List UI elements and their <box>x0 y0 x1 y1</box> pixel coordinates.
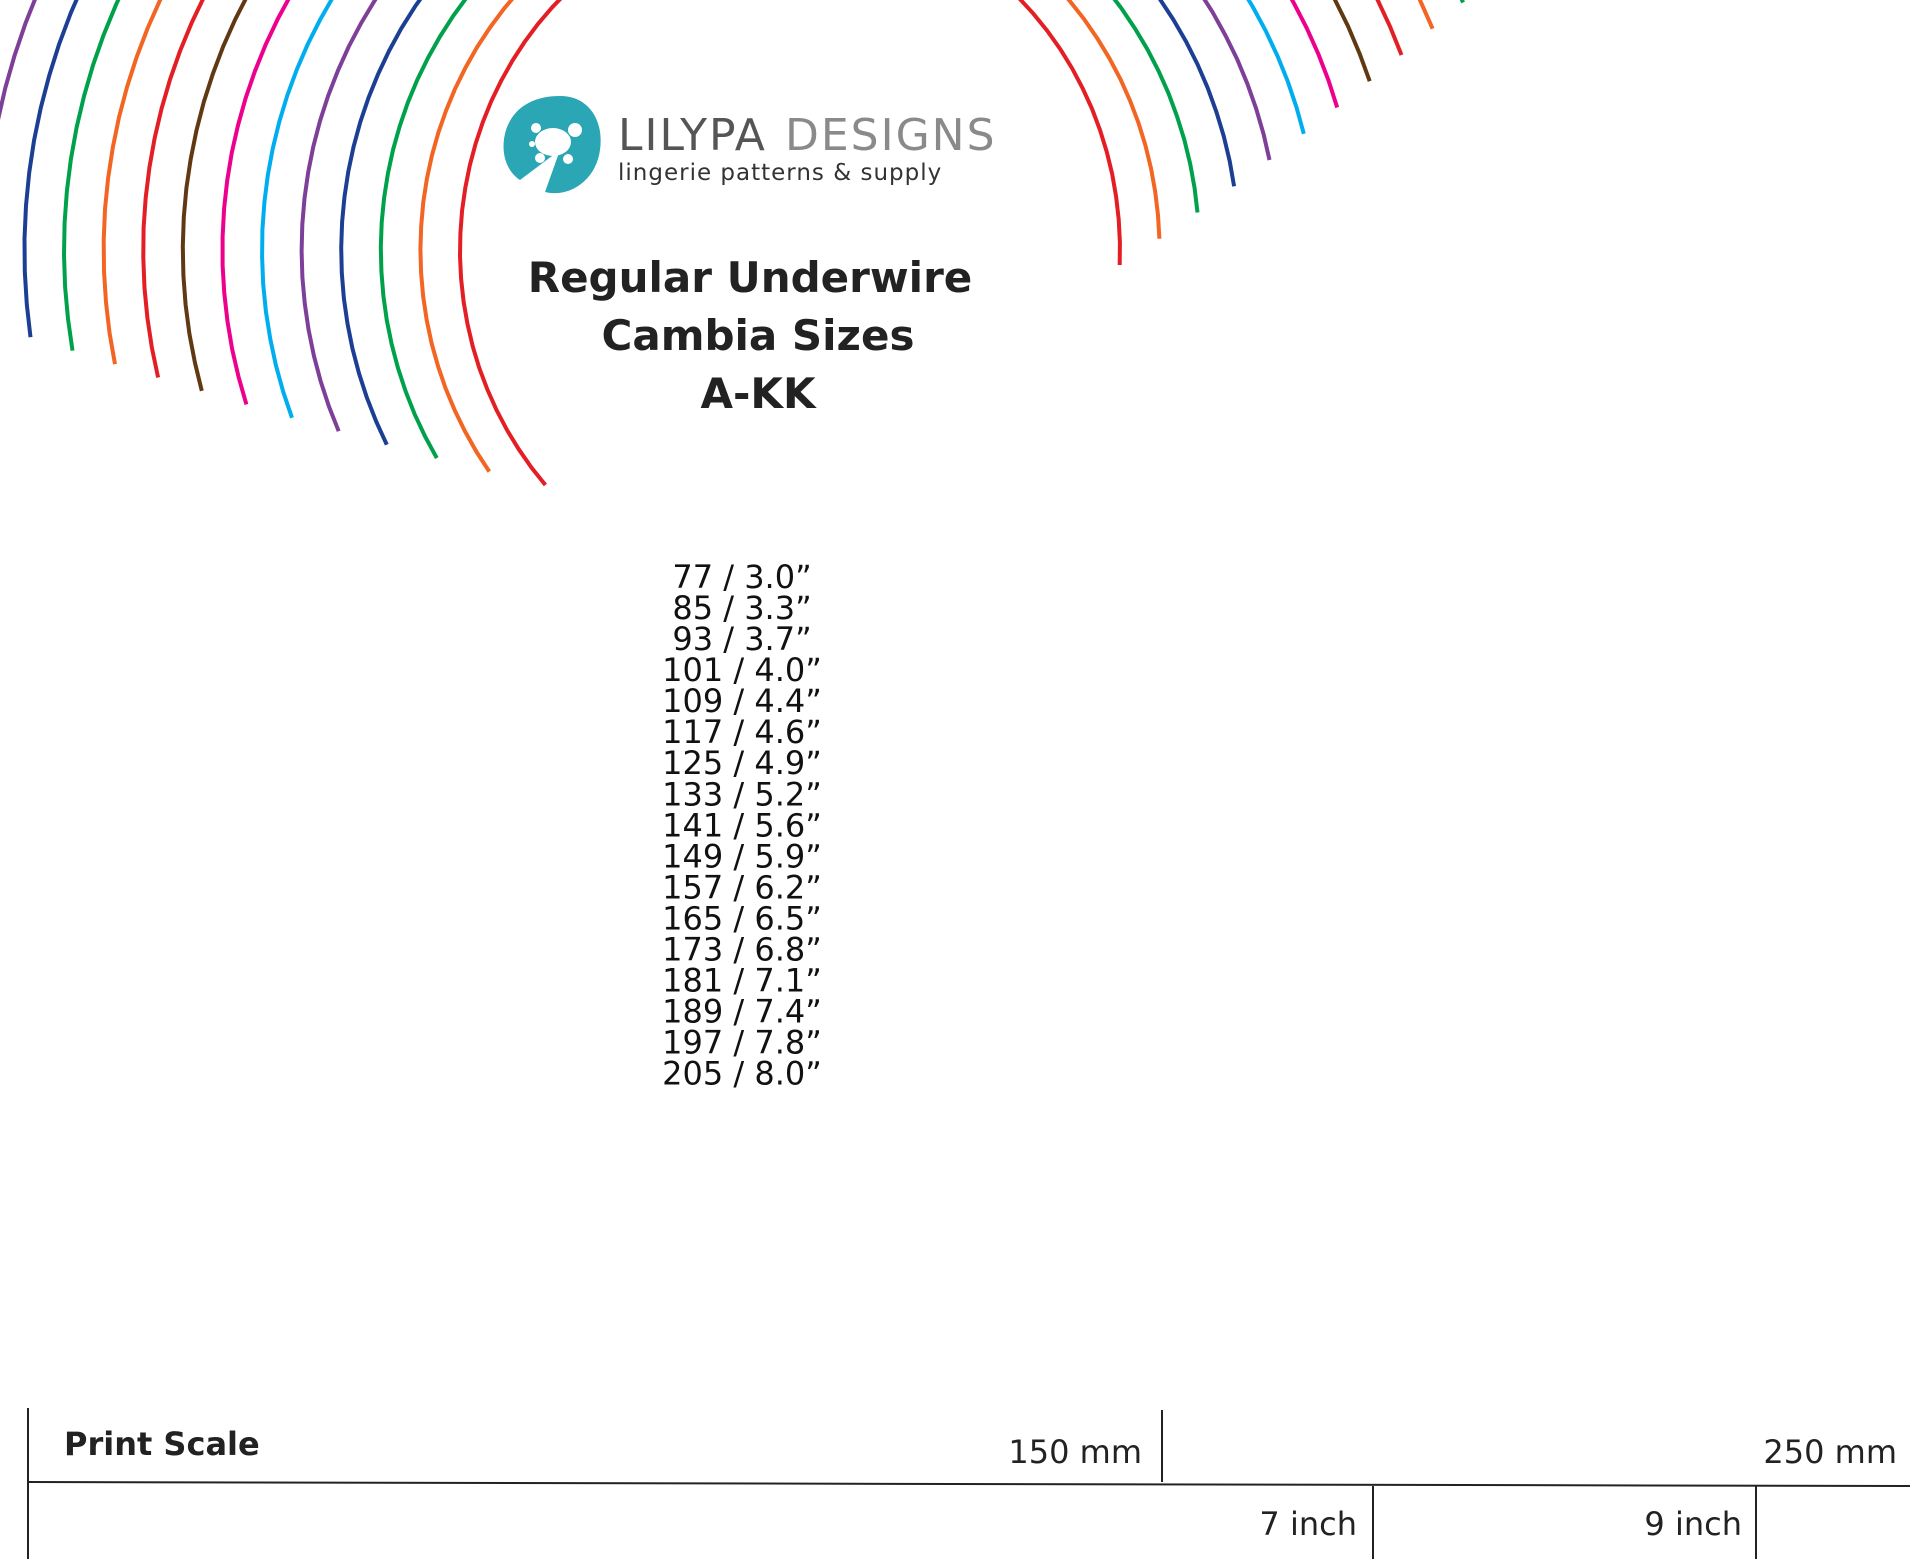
wire-curve-93 <box>378 0 1200 460</box>
wire-label-197: 197 / 7.8” <box>662 1024 822 1062</box>
wire-label-125: 125 / 4.9” <box>662 744 822 782</box>
print-scale-title: Print Scale <box>64 1425 260 1463</box>
brand-tagline: lingerie patterns & supply <box>618 160 942 186</box>
scale-label-250mm: 250 mm <box>1763 1433 1897 1471</box>
wire-label-117: 117 / 4.6” <box>662 713 822 751</box>
wire-label-85: 85 / 3.3” <box>672 589 811 627</box>
wire-curve-85 <box>418 0 1162 473</box>
wire-curve-101 <box>339 0 1237 446</box>
wire-label-93: 93 / 3.7” <box>672 620 811 658</box>
wire-curve-125 <box>220 0 1340 405</box>
scale-baseline <box>27 1481 1910 1487</box>
wire-label-173: 173 / 6.8” <box>662 931 822 969</box>
wire-label-133: 133 / 5.2” <box>662 775 822 813</box>
wire-curve-109 <box>299 0 1272 432</box>
wire-label-141: 141 / 5.6” <box>662 806 822 844</box>
title-line-2: Cambia Sizes <box>602 311 915 360</box>
brand-logo: LILYPA DESIGNS lingerie patterns & suppl… <box>503 96 997 194</box>
wire-label-149: 149 / 5.9” <box>662 837 822 875</box>
brand-name-part2: DESIGNS <box>785 110 997 161</box>
scale-label-9inch: 9 inch <box>1644 1505 1742 1543</box>
brand-name-part1: LILYPA <box>618 110 767 161</box>
chart-title: Regular Underwire Cambia Sizes A-KK <box>528 253 973 418</box>
title-line-1: Regular Underwire <box>528 253 973 302</box>
wire-curve-77 <box>458 0 1122 487</box>
wire-label-109: 109 / 4.4” <box>662 682 822 720</box>
wire-label-165: 165 / 6.5” <box>662 899 822 937</box>
print-scale: Print Scale 150 mm 250 mm 7 inch 9 inch <box>27 1408 1910 1559</box>
wire-curve-141 <box>141 0 1404 378</box>
wire-curve-133 <box>180 0 1372 392</box>
wire-label-181: 181 / 7.1” <box>662 962 822 1000</box>
title-line-3: A-KK <box>700 369 816 418</box>
wire-curves <box>0 0 1465 487</box>
wire-label-77: 77 / 3.0” <box>672 558 811 596</box>
wire-curve-149 <box>101 0 1435 365</box>
wire-label-189: 189 / 7.4” <box>662 993 822 1031</box>
wire-label-101: 101 / 4.0” <box>662 651 822 689</box>
wire-label-205: 205 / 8.0” <box>662 1055 822 1093</box>
wire-curve-165 <box>22 0 79 338</box>
scale-label-7inch: 7 inch <box>1259 1505 1357 1543</box>
wire-labels: 77 / 3.0”85 / 3.3”93 / 3.7”101 / 4.0”109… <box>662 558 822 1093</box>
wire-curve-157 <box>62 0 1465 351</box>
turtle-icon <box>529 123 582 164</box>
scale-label-150mm: 150 mm <box>1008 1433 1142 1471</box>
wire-label-157: 157 / 6.2” <box>662 868 822 906</box>
wire-curve-117 <box>260 0 1306 419</box>
